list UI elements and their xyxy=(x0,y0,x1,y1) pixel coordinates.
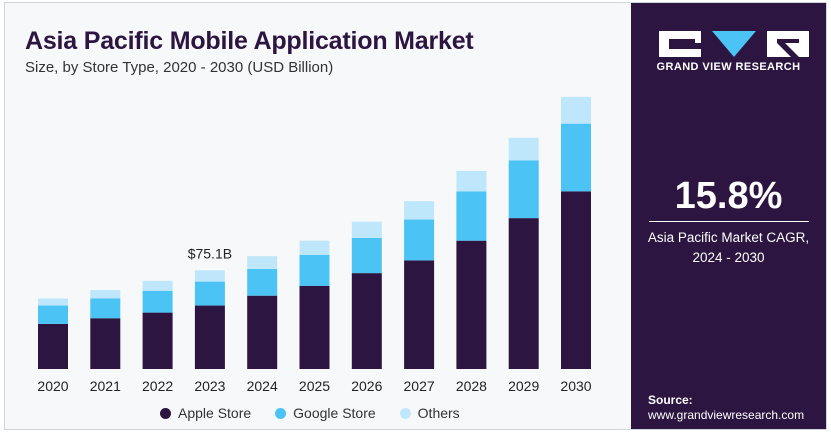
legend-label-others: Others xyxy=(417,405,460,421)
cagr-label-line2: 2024 - 2030 xyxy=(692,250,765,265)
brand-name: GRAND VIEW RESEARCH xyxy=(656,61,801,73)
x-tick-label-2024: 2024 xyxy=(247,378,278,394)
bar-others-2029 xyxy=(508,137,539,161)
x-tick-label-2026: 2026 xyxy=(351,378,382,394)
grand-view-research-logo xyxy=(659,31,809,57)
bar-google-store-2028 xyxy=(456,191,487,241)
chart-legend: Apple Store Google Store Others xyxy=(160,405,460,421)
bar-apple-store-2028 xyxy=(456,240,487,369)
legend-label-google-store: Google Store xyxy=(293,405,376,421)
bar-apple-store-2027 xyxy=(404,260,435,369)
legend-swatch-google-store xyxy=(275,407,287,419)
x-tick-label-2027: 2027 xyxy=(404,378,435,394)
chart-area: Asia Pacific Mobile Application Market S… xyxy=(5,3,631,429)
legend-item-others: Others xyxy=(399,405,460,421)
bar-apple-store-2021 xyxy=(90,318,121,369)
x-tick-label-2025: 2025 xyxy=(299,378,330,394)
legend-swatch-others xyxy=(399,407,411,419)
bar-apple-store-2025 xyxy=(299,285,330,369)
x-tick-label-2021: 2021 xyxy=(90,378,121,394)
x-tick-label-2028: 2028 xyxy=(456,378,487,394)
info-panel: GRAND VIEW RESEARCH 15.8% Asia Pacific M… xyxy=(631,3,826,429)
bar-others-2020 xyxy=(38,298,68,306)
legend-swatch-apple-store xyxy=(160,407,171,419)
x-tick-label-2030: 2030 xyxy=(560,378,591,394)
bar-apple-store-2022 xyxy=(142,312,173,369)
bar-google-store-2030 xyxy=(561,123,591,192)
chart-title: Asia Pacific Mobile Application Market xyxy=(25,27,474,55)
bar-apple-store-2024 xyxy=(247,295,278,369)
bar-google-store-2023 xyxy=(194,281,225,306)
x-tick-label-2020: 2020 xyxy=(37,378,68,394)
bar-apple-store-2023 xyxy=(194,305,225,369)
bar-others-2025 xyxy=(299,240,330,255)
bar-google-store-2021 xyxy=(90,298,121,319)
bar-apple-store-2026 xyxy=(351,273,382,369)
bar-google-store-2026 xyxy=(351,237,382,274)
bar-others-2026 xyxy=(351,221,382,238)
bar-others-2028 xyxy=(456,170,487,192)
bar-apple-store-2020 xyxy=(38,323,68,369)
bar-others-2022 xyxy=(142,280,173,291)
bar-google-store-2029 xyxy=(508,160,539,219)
cagr-value: 15.8% xyxy=(674,175,783,217)
bar-chart: 2020 2021 2022 2023 $75.1B 2024 2025 2026 2027 20… xyxy=(37,96,592,394)
x-tick-label-2029: 2029 xyxy=(508,378,539,394)
source-link[interactable]: www.grandviewresearch.com xyxy=(648,408,805,422)
bar-apple-store-2030 xyxy=(561,191,591,369)
bar-google-store-2025 xyxy=(299,254,330,286)
cagr-label: Asia Pacific Market CAGR, 2024 - 2030 xyxy=(631,228,826,268)
bar-google-store-2027 xyxy=(404,219,435,261)
bar-others-2024 xyxy=(247,256,278,269)
bar-others-2021 xyxy=(90,290,121,299)
bar-google-store-2022 xyxy=(142,290,173,313)
cagr-label-line1: Asia Pacific Market CAGR, xyxy=(647,230,810,245)
source-label: Source: xyxy=(648,393,693,407)
x-tick-label-2022: 2022 xyxy=(142,378,173,394)
bar-others-2023 xyxy=(194,270,225,282)
data-label-2023: $75.1B xyxy=(188,245,232,261)
bar-others-2027 xyxy=(404,201,435,220)
legend-item-google-store: Google Store xyxy=(275,405,376,421)
chart-subtitle: Size, by Store Type, 2020 - 2030 (USD Bi… xyxy=(25,59,334,76)
legend-item-apple-store: Apple Store xyxy=(160,405,251,421)
cagr-divider xyxy=(649,221,809,222)
bar-google-store-2020 xyxy=(38,305,68,324)
x-tick-label-2023: 2023 xyxy=(194,378,225,394)
legend-label-apple-store: Apple Store xyxy=(178,405,252,421)
bar-apple-store-2029 xyxy=(508,218,539,369)
bar-google-store-2024 xyxy=(247,268,278,296)
bar-others-2030 xyxy=(561,96,591,124)
